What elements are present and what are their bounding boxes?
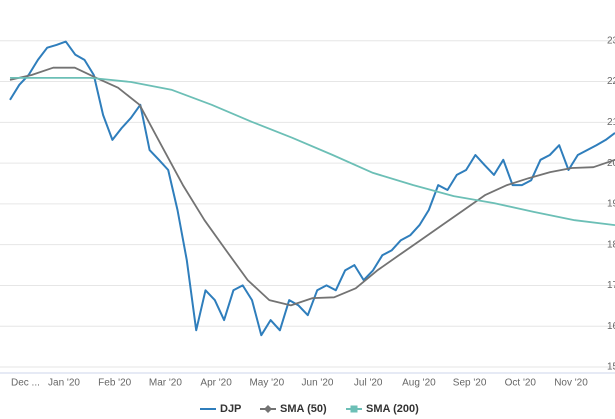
legend-item: SMA (50) xyxy=(260,403,327,415)
y-tick-label: 23 xyxy=(607,35,615,46)
y-tick-label: 16 xyxy=(607,321,615,332)
y-tick-label: 19 xyxy=(607,199,615,210)
x-tick-label: Mar '20 xyxy=(149,378,182,389)
x-tick-label: Jan '20 xyxy=(48,378,80,389)
legend-label: DJP xyxy=(220,403,241,415)
y-tick-label: 21 xyxy=(607,117,615,128)
y-tick-label: 18 xyxy=(607,239,615,250)
series-line xyxy=(9,40,615,337)
y-tick-label: 17 xyxy=(607,280,615,291)
series-line xyxy=(9,66,615,307)
x-tick-label: Nov '20 xyxy=(554,378,588,389)
legend-label: SMA (50) xyxy=(280,403,327,415)
x-tick-label: Oct '20 xyxy=(505,378,537,389)
x-tick-label: Aug '20 xyxy=(402,378,436,389)
x-tick-label: Jul '20 xyxy=(354,378,383,389)
y-tick-label: 20 xyxy=(607,158,615,169)
legend-label: SMA (200) xyxy=(366,403,419,415)
x-tick-label: May '20 xyxy=(249,378,284,389)
x-tick-label: Sep '20 xyxy=(453,378,487,389)
y-tick-label: 15 xyxy=(607,362,615,373)
legend-item: SMA (200) xyxy=(346,403,419,415)
x-tick-label: Dec ... xyxy=(11,378,40,389)
legend-marker xyxy=(264,405,272,413)
series-line xyxy=(10,77,615,226)
x-tick-label: Apr '20 xyxy=(200,378,232,389)
legend-marker xyxy=(350,405,358,413)
x-tick-label: Feb '20 xyxy=(98,378,131,389)
y-tick-label: 22 xyxy=(607,76,615,87)
legend-item: DJP xyxy=(200,403,241,415)
x-tick-label: Jun '20 xyxy=(302,378,334,389)
